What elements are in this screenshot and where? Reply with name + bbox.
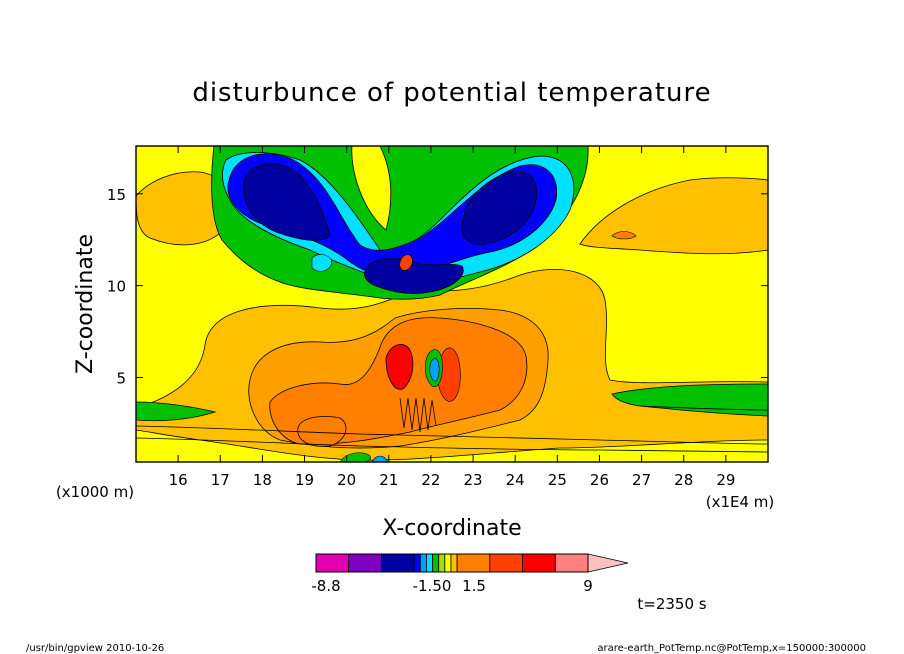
- colorbar-tick-label: 1.5: [462, 577, 486, 595]
- colorbar-segment: [426, 553, 433, 573]
- x-tick-label: 29: [716, 471, 735, 489]
- x-tick-label: 24: [506, 471, 525, 489]
- y-axis-unit: (x1000 m): [56, 483, 134, 501]
- y-axis: 5 10 15: [107, 186, 768, 387]
- x-tick-label: 16: [169, 471, 188, 489]
- y-tick-label: 5: [116, 369, 126, 387]
- cool-patch-bottom: [339, 452, 371, 462]
- colorbar-segment: [419, 553, 427, 573]
- negative-core-right: [461, 171, 538, 245]
- colorbar-segment: [554, 553, 589, 573]
- negative-core-left: [243, 163, 331, 241]
- small-warm-blob-top: [399, 254, 413, 271]
- footer-right-text: arare-earth_PotTemp.nc@PotTemp,x=150000:…: [597, 643, 866, 654]
- x-tick-label: 25: [548, 471, 567, 489]
- time-annotation: t=2350 s: [637, 595, 706, 613]
- x-axis-unit: (x1E4 m): [706, 493, 775, 511]
- warm-region-low-left: [297, 416, 347, 447]
- x-tick-label: 18: [253, 471, 272, 489]
- x-axis-label: X-coordinate: [382, 516, 521, 541]
- x-tick-label: 20: [337, 471, 356, 489]
- x-tick-label: 17: [211, 471, 230, 489]
- x-tick-label: 22: [421, 471, 440, 489]
- colorbar-segment: [315, 553, 350, 573]
- contour-squiggle: [399, 397, 437, 433]
- contour-line-low-2: [136, 437, 768, 453]
- cool-patch-lower-right: [611, 383, 768, 417]
- core-max-region: [385, 344, 414, 390]
- x-tick-label: 28: [674, 471, 693, 489]
- x-axis: 16 17 18 19 20 21 22 23 24 25 26 27 28 29: [169, 146, 735, 489]
- y-tick-label: 15: [107, 186, 126, 204]
- colorbar-segment: [489, 553, 523, 573]
- x-tick-label: 23: [464, 471, 483, 489]
- colorbar-frame: [315, 553, 589, 573]
- y-axis-label: Z-coordinate: [73, 234, 98, 374]
- colorbar-segment: [348, 553, 382, 573]
- cool-patch-lower-left: [136, 401, 217, 422]
- footer-left-text: /usr/bin/gpview 2010-10-26: [26, 643, 164, 654]
- colorbar-tick-label: -8.8: [311, 577, 340, 595]
- colorbar-extension-arrow: [587, 553, 629, 573]
- x-tick-label: 26: [590, 471, 609, 489]
- x-tick-label: 19: [295, 471, 314, 489]
- y-tick-label: 10: [107, 278, 126, 296]
- x-tick-label: 27: [632, 471, 651, 489]
- colorbar-segment: [450, 553, 458, 573]
- colorbar-segment: [444, 553, 452, 573]
- colorbar-segment: [432, 553, 440, 573]
- contour-line-right-1: [639, 405, 768, 411]
- chart-title: disturbunce of potential temperature: [192, 78, 711, 108]
- colorbar-segment: [438, 553, 446, 573]
- colorbar-segment: [413, 553, 421, 573]
- colorbar-tick-label: 9: [583, 577, 593, 595]
- colorbar-segment: [381, 553, 415, 573]
- colorbar-segment: [522, 553, 556, 573]
- colorbar-tick-labels: -8.8 -1.50 1.5 9: [311, 577, 592, 595]
- contour-line-low-1: [136, 425, 768, 445]
- cool-patch-core-cyan: [429, 358, 440, 382]
- colorbar-tick-label: -1.50: [413, 577, 452, 595]
- plot-frame: [135, 145, 769, 463]
- colorbar: [315, 553, 629, 573]
- small-warm-upper-right: [611, 231, 637, 240]
- small-cool-patch-left: [311, 254, 333, 272]
- colorbar-segment: [456, 553, 491, 573]
- contour-field: [136, 146, 768, 462]
- x-tick-label: 21: [379, 471, 398, 489]
